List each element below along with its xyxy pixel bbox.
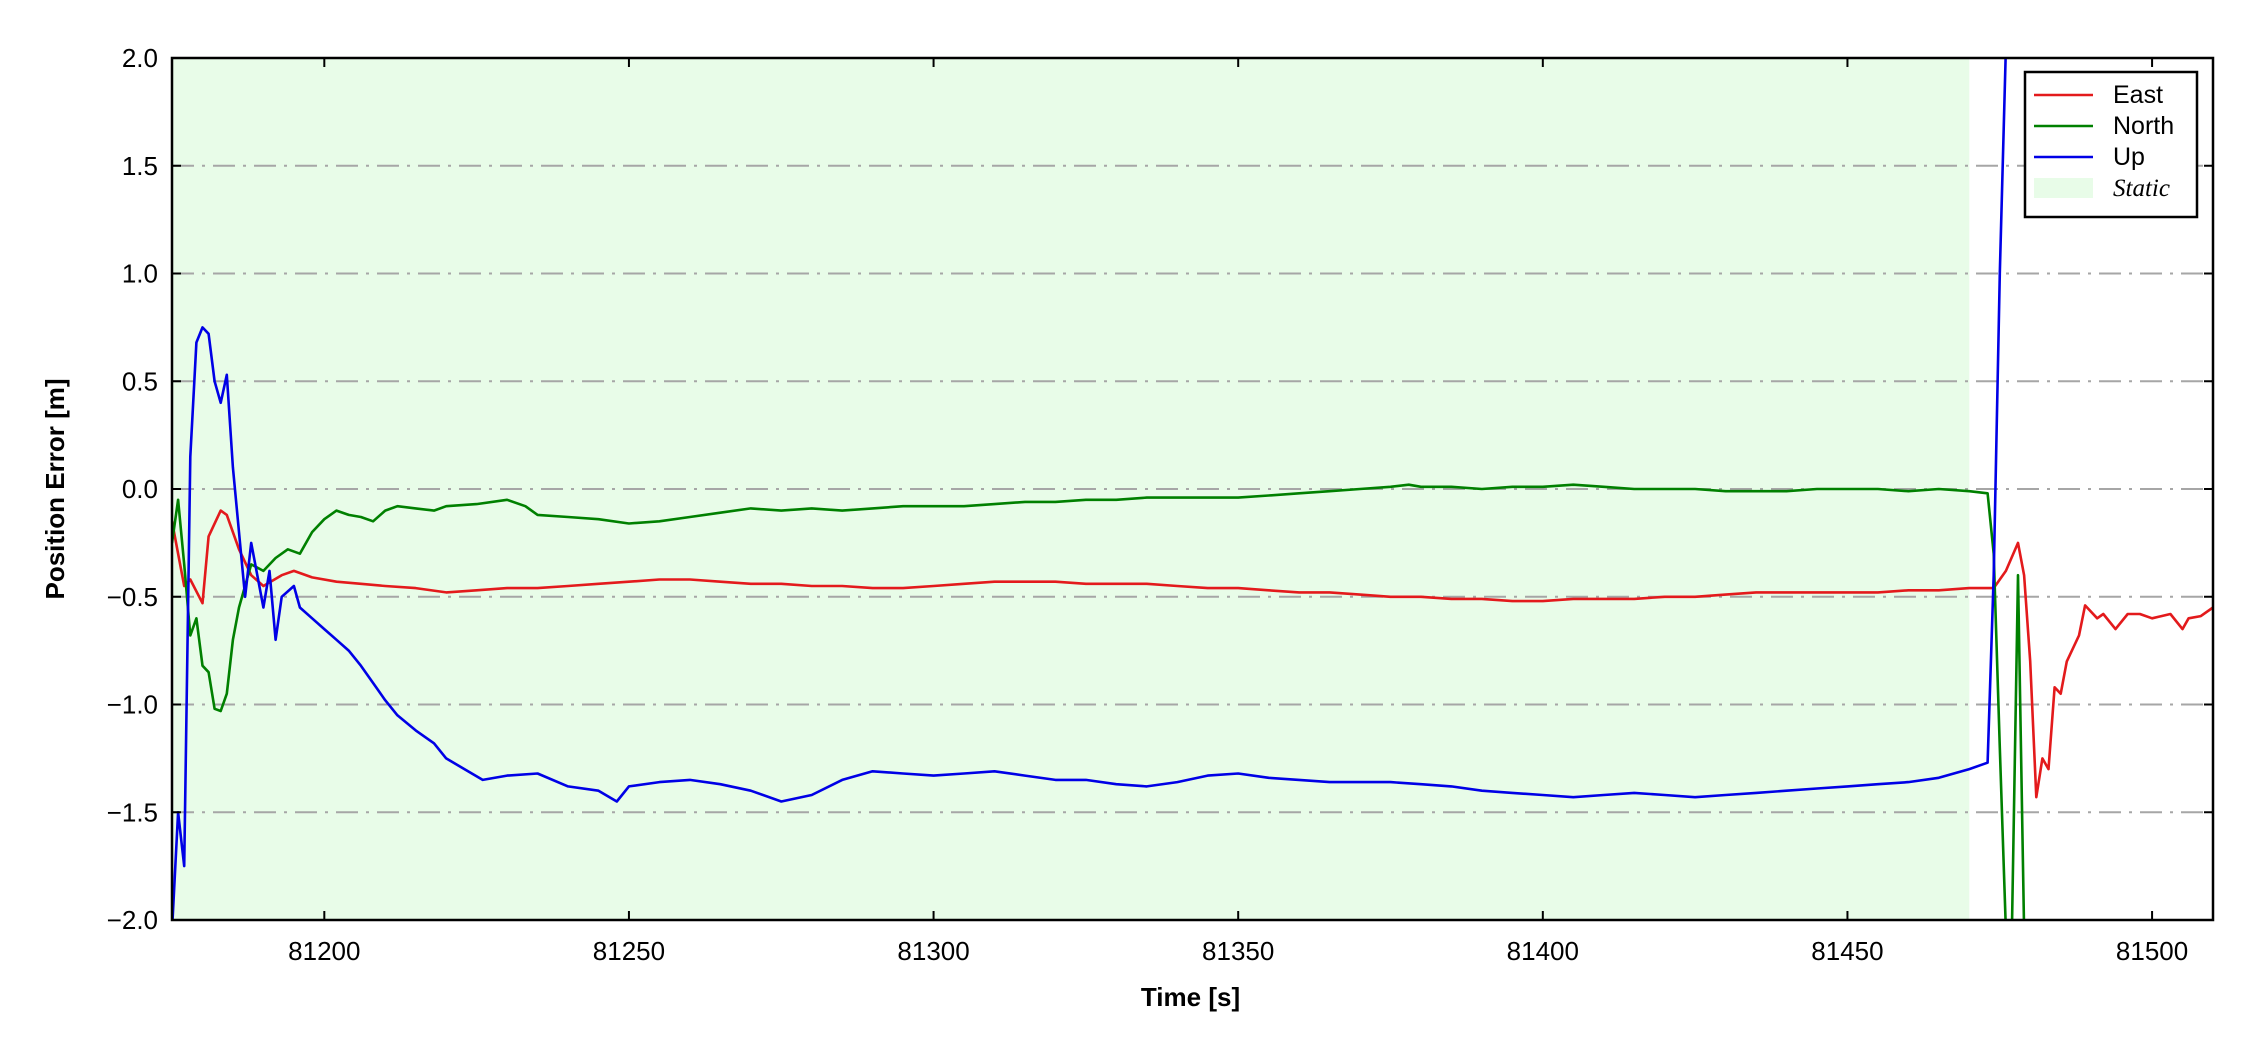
x-axis-title: Time [s]	[1141, 982, 1240, 1012]
y-tick-label: −1.0	[107, 690, 158, 720]
y-tick-label: 0.5	[122, 366, 158, 396]
series-line-east	[172, 509, 2213, 799]
legend-swatch-static	[2034, 178, 2093, 198]
legend-label-north: North	[2113, 112, 2174, 140]
x-tick-label: 81200	[288, 936, 360, 966]
ticks-layer	[172, 57, 2213, 921]
y-tick-label: −1.5	[107, 797, 158, 827]
x-tick-label: 81300	[897, 936, 969, 966]
y-tick-label: 1.5	[122, 151, 158, 181]
legend: East North Up Static	[2023, 70, 2199, 219]
y-tick-label: 0.0	[122, 474, 158, 504]
y-tick-label: 2.0	[122, 43, 158, 73]
y-axis-title: Position Error [m]	[40, 378, 70, 599]
legend-label-static: Static	[2113, 175, 2170, 202]
legend-label-east: East	[2113, 81, 2163, 109]
x-tick-label: 81450	[1811, 936, 1883, 966]
y-tick-label: −0.5	[107, 582, 158, 612]
series-layer	[172, 58, 2213, 920]
x-tick-label: 81250	[593, 936, 665, 966]
y-tick-label: 1.0	[122, 259, 158, 289]
legend-label-up: Up	[2113, 143, 2145, 171]
series-line-north	[172, 483, 2026, 920]
x-tick-label: 81500	[2116, 936, 2188, 966]
x-tick-label: 81350	[1202, 936, 1274, 966]
series-line-up	[172, 58, 2007, 920]
labels-layer: −2.0 −1.5 −1.0 −0.5 0.0 0.5 1.0 1.5 2.0 81200 8125…	[40, 43, 2188, 1012]
x-tick-label: 81400	[1507, 936, 1579, 966]
y-tick-label: −2.0	[107, 905, 158, 935]
